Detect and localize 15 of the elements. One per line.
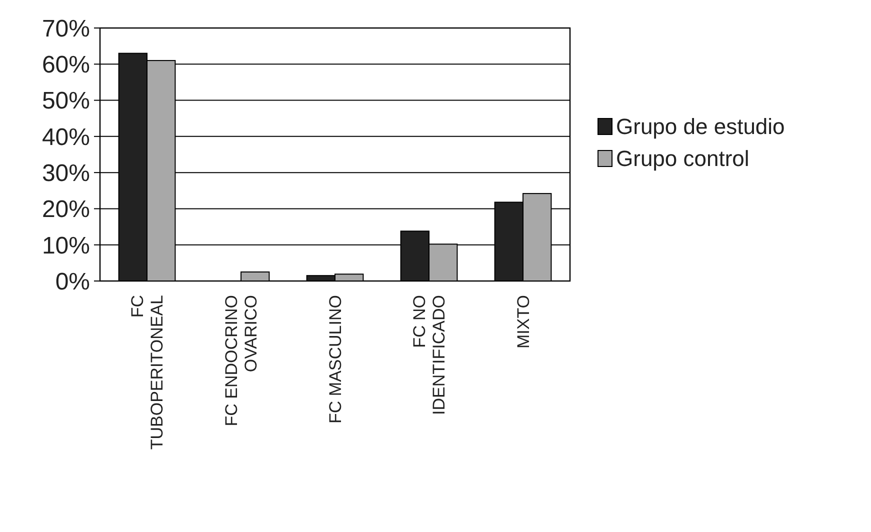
legend-label: Grupo control	[616, 146, 750, 172]
y-tick-label: 10%	[42, 232, 90, 260]
x-tick-label: FC TUBOPERITONEAL	[128, 295, 167, 450]
y-tick-label: 20%	[42, 196, 90, 224]
x-tick-label: MIXTO	[514, 295, 533, 349]
y-tick-label: 70%	[42, 15, 90, 42]
x-tick-label: FC NO IDENTIFICADO	[410, 295, 449, 415]
y-tick-label: 40%	[42, 124, 90, 151]
y-tick-label: 0%	[55, 268, 90, 296]
y-tick-label: 50%	[42, 88, 90, 115]
x-tick-label: FC MASCULINO	[326, 295, 345, 424]
legend-label: Grupo de estudio	[616, 114, 785, 140]
y-tick-label: 60%	[42, 52, 90, 79]
x-tick-label: FC ENDOCRINO OVARICO	[222, 295, 261, 426]
y-tick-label: 30%	[42, 160, 90, 187]
